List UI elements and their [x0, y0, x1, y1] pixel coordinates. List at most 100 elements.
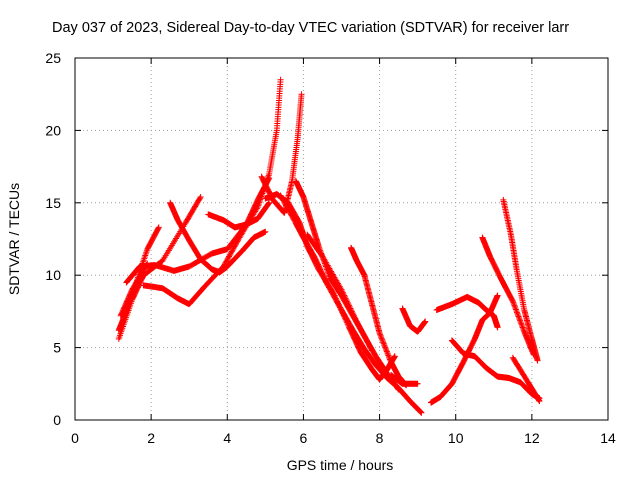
data-point	[227, 251, 234, 258]
data-point	[288, 212, 295, 219]
data-point	[417, 409, 424, 416]
data-point	[367, 344, 374, 351]
data-point	[356, 323, 363, 330]
data-point	[351, 314, 358, 321]
data-point	[341, 292, 348, 299]
data-point	[378, 335, 385, 342]
data-point	[284, 205, 291, 212]
data-point	[386, 355, 393, 362]
data-point	[155, 224, 162, 231]
data-point	[520, 325, 527, 332]
data-point	[350, 312, 357, 319]
data-point	[326, 284, 333, 291]
data-series	[140, 76, 284, 308]
data-point	[323, 279, 330, 286]
y-tick-label: 25	[45, 50, 61, 66]
data-series	[167, 199, 269, 276]
data-point	[298, 91, 305, 98]
x-tick-label: 8	[376, 430, 384, 446]
data-series	[399, 305, 429, 335]
data-point	[341, 293, 348, 300]
data-point	[352, 315, 359, 322]
data-point	[277, 192, 284, 199]
data-series	[117, 260, 151, 319]
data-point	[265, 172, 272, 179]
data-point	[143, 249, 150, 256]
data-point	[335, 301, 342, 308]
data-point	[516, 314, 523, 321]
y-tick-label: 5	[53, 340, 61, 356]
data-point	[228, 249, 235, 256]
data-point	[282, 201, 289, 208]
data-point	[377, 332, 384, 339]
data-point	[353, 318, 360, 325]
data-point	[511, 302, 518, 309]
data-point	[287, 210, 294, 217]
data-point	[357, 326, 364, 333]
data-point	[381, 343, 388, 350]
y-tick-label: 20	[45, 122, 61, 138]
data-point	[332, 295, 339, 302]
data-point	[141, 254, 148, 261]
data-point	[347, 305, 354, 312]
data-point	[346, 302, 353, 309]
data-point	[329, 290, 336, 297]
data-point	[515, 312, 522, 319]
data-point	[509, 298, 516, 305]
data-point	[280, 197, 287, 204]
data-series	[123, 175, 273, 286]
data-point	[510, 299, 517, 306]
data-point	[355, 322, 362, 329]
data-point	[364, 338, 371, 345]
data-point	[414, 380, 421, 387]
data-point	[281, 198, 288, 205]
data-point	[266, 199, 273, 206]
data-point	[225, 254, 232, 261]
data-point	[328, 288, 335, 295]
data-point	[358, 327, 365, 334]
data-point	[226, 252, 233, 259]
data-point	[343, 296, 350, 303]
x-tick-label: 12	[524, 430, 540, 446]
data-series	[387, 372, 421, 387]
data-point	[283, 202, 290, 209]
data-point	[326, 285, 333, 292]
data-point	[285, 206, 292, 213]
data-point	[359, 330, 366, 337]
data-points	[115, 76, 543, 416]
x-tick-label: 10	[448, 430, 464, 446]
data-point	[229, 247, 236, 254]
data-point	[377, 331, 384, 338]
data-point	[365, 340, 372, 347]
data-point	[196, 195, 203, 202]
data-point	[330, 293, 337, 300]
data-point	[142, 252, 149, 259]
data-point	[344, 298, 351, 305]
data-point	[141, 255, 148, 262]
data-series	[277, 192, 425, 416]
y-axis-label: SDTVAR / TECUs	[6, 183, 22, 295]
data-point	[231, 243, 238, 250]
data-point	[323, 280, 330, 287]
data-point	[224, 256, 231, 263]
data-point	[511, 303, 518, 310]
data-point	[384, 351, 391, 358]
data-point	[536, 398, 543, 405]
data-point	[380, 340, 387, 347]
data-point	[348, 308, 355, 315]
plot-frame	[74, 57, 609, 421]
data-point	[378, 334, 385, 341]
data-series	[292, 178, 402, 393]
data-point	[278, 193, 285, 200]
data-point	[283, 203, 290, 210]
data-point	[333, 298, 340, 305]
data-point	[383, 347, 390, 354]
data-point	[223, 257, 230, 264]
data-point	[336, 303, 343, 310]
data-series	[509, 354, 543, 405]
data-point	[324, 281, 331, 288]
data-point	[382, 344, 389, 351]
data-point	[230, 244, 237, 251]
